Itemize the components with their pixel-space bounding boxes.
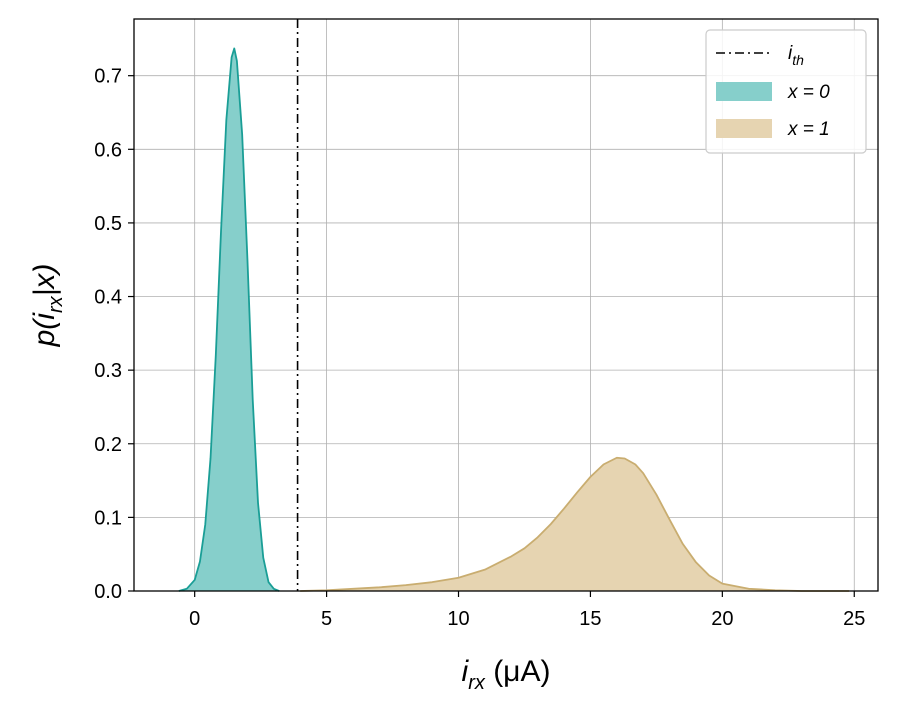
x-axis-title-base: i	[462, 655, 470, 688]
x-tick-label: 15	[579, 608, 601, 630]
y-axis-title-suffix: |x)	[28, 264, 61, 297]
series-x0-area	[178, 48, 280, 591]
legend-swatch-x1	[716, 119, 772, 138]
plot-frame	[133, 18, 879, 592]
x-tick-label: 0	[189, 608, 200, 630]
legend-threshold-label: ith	[788, 43, 804, 68]
x-tick-label: 25	[843, 608, 865, 630]
legend-threshold-sub: th	[792, 52, 804, 68]
series-x1-line	[300, 456, 849, 592]
x-axis-title-sub: rx	[468, 672, 486, 694]
y-tick-label: 0.2	[94, 434, 122, 456]
x-tick-label: 20	[711, 608, 733, 630]
x-axis-title: irx (μA)	[462, 655, 551, 694]
legend-label-x1: x = 1	[787, 119, 830, 140]
y-tick-label: 0.5	[94, 213, 122, 235]
series-x0-line	[178, 47, 280, 592]
x-axis-title-suffix: (μA)	[485, 655, 551, 688]
y-tick-label: 0.3	[94, 360, 122, 382]
y-axis-title-sub: rx	[45, 295, 67, 313]
legend-swatch-x0	[716, 82, 772, 101]
y-tick-label: 0.1	[94, 507, 122, 529]
series-layer	[178, 47, 849, 592]
ticks: 0 5 10 15 20 25 0.0 0.1 0.2 0.3 0.4 0.5 0.6 0.7	[94, 66, 865, 630]
y-tick-label: 0.7	[94, 66, 122, 88]
series-x1-area	[300, 457, 849, 591]
legend: ith x = 0 x = 1	[705, 29, 867, 154]
x-tick-label: 10	[447, 608, 469, 630]
y-tick-label: 0.6	[94, 139, 122, 161]
legend-label-x0: x = 0	[787, 82, 830, 103]
y-axis-title-prefix: p(	[28, 317, 61, 348]
y-axis-title-base: i	[28, 312, 61, 320]
y-tick-label: 0.0	[94, 581, 122, 603]
legend-threshold-base: i	[788, 43, 793, 64]
y-axis-title: p(irx|x)	[28, 264, 67, 348]
y-tick-label: 0.4	[94, 287, 122, 309]
x-tick-label: 5	[321, 608, 332, 630]
